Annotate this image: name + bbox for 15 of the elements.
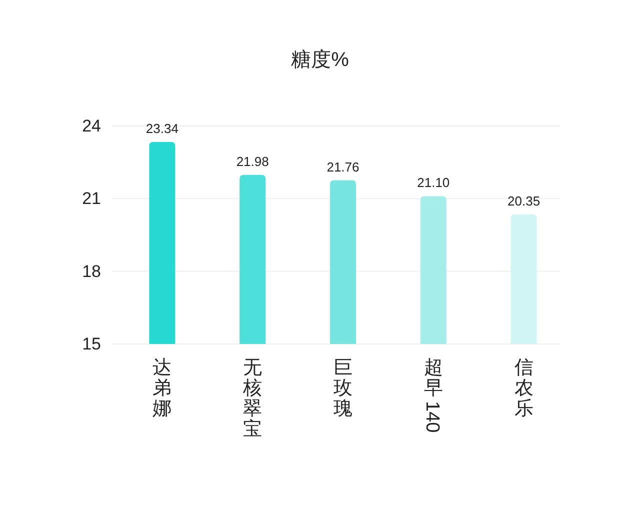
y-tick-label: 15 <box>82 334 101 354</box>
y-tick-label: 21 <box>82 189 101 208</box>
data-label: 20.35 <box>508 193 540 208</box>
data-label: 21.98 <box>236 154 269 169</box>
x-tick-label: 超早140 <box>422 357 443 433</box>
chart-title: 糖度% <box>291 49 350 71</box>
x-tick-label: 达弟娜 <box>152 357 172 420</box>
x-tick-label: 无核翠宝 <box>242 357 262 440</box>
x-tick-label: 巨玫瑰 <box>334 357 352 420</box>
data-label: 21.76 <box>326 159 360 174</box>
y-tick-label: 24 <box>82 116 101 136</box>
data-label: 21.10 <box>417 175 450 190</box>
data-label: 23.34 <box>146 120 178 136</box>
x-tick-label: 信农乐 <box>514 357 534 420</box>
y-tick-label: 18 <box>82 262 101 281</box>
